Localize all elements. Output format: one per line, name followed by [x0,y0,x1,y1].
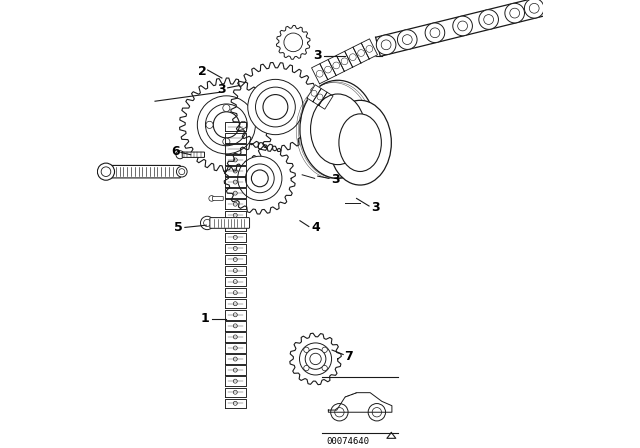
Circle shape [223,138,230,145]
Polygon shape [361,39,378,59]
Ellipse shape [310,94,365,164]
Circle shape [425,23,445,43]
Circle shape [310,353,321,365]
FancyBboxPatch shape [210,218,250,228]
Polygon shape [353,43,369,63]
Text: 6: 6 [171,145,179,158]
Circle shape [510,8,520,18]
Circle shape [177,166,187,177]
Circle shape [458,21,467,31]
Circle shape [376,35,396,55]
FancyBboxPatch shape [212,196,223,200]
Circle shape [430,28,440,38]
Ellipse shape [339,114,381,172]
Circle shape [255,87,295,127]
Circle shape [245,164,274,193]
Text: 3: 3 [332,173,340,186]
Circle shape [372,408,381,417]
Circle shape [101,167,111,177]
Polygon shape [276,26,310,59]
Circle shape [237,156,282,200]
Circle shape [205,104,247,146]
Circle shape [179,169,185,175]
Polygon shape [307,85,321,102]
Circle shape [284,33,303,52]
Circle shape [97,163,115,180]
Circle shape [331,404,348,421]
Circle shape [248,79,303,135]
FancyBboxPatch shape [182,152,205,157]
Text: 00074640: 00074640 [326,437,370,446]
Text: 5: 5 [174,221,182,234]
Circle shape [484,15,493,25]
Circle shape [403,34,412,44]
Text: 7: 7 [344,350,353,363]
Circle shape [197,96,255,154]
Circle shape [206,121,213,129]
Circle shape [322,347,328,353]
Polygon shape [290,333,341,385]
Text: 1: 1 [201,312,210,325]
Circle shape [304,347,309,353]
Polygon shape [312,64,328,84]
Circle shape [304,366,309,371]
Circle shape [322,366,328,371]
Circle shape [300,343,332,375]
Circle shape [213,112,239,138]
Text: 4: 4 [311,221,320,234]
Circle shape [368,404,385,421]
Circle shape [505,3,525,23]
Circle shape [524,0,544,18]
Polygon shape [313,89,327,105]
Circle shape [381,40,391,50]
Circle shape [452,16,472,36]
Circle shape [223,104,230,112]
Ellipse shape [329,100,391,185]
Polygon shape [224,142,296,214]
Circle shape [200,216,214,230]
Circle shape [479,10,499,29]
Circle shape [335,408,344,417]
Polygon shape [337,51,353,71]
Circle shape [397,30,417,49]
Polygon shape [320,60,336,80]
Circle shape [204,220,211,227]
Circle shape [263,95,288,120]
Circle shape [305,349,326,369]
Ellipse shape [300,80,376,178]
Text: 3: 3 [314,49,322,62]
Polygon shape [345,47,361,67]
Polygon shape [328,56,344,76]
Circle shape [239,121,247,129]
Polygon shape [180,78,273,172]
Polygon shape [231,63,320,151]
Polygon shape [319,92,333,109]
Text: 3: 3 [371,201,380,214]
FancyBboxPatch shape [109,165,180,178]
Text: 2: 2 [198,65,207,78]
Text: 3: 3 [218,83,226,96]
Circle shape [529,4,539,13]
Circle shape [252,170,268,187]
Circle shape [176,151,184,159]
